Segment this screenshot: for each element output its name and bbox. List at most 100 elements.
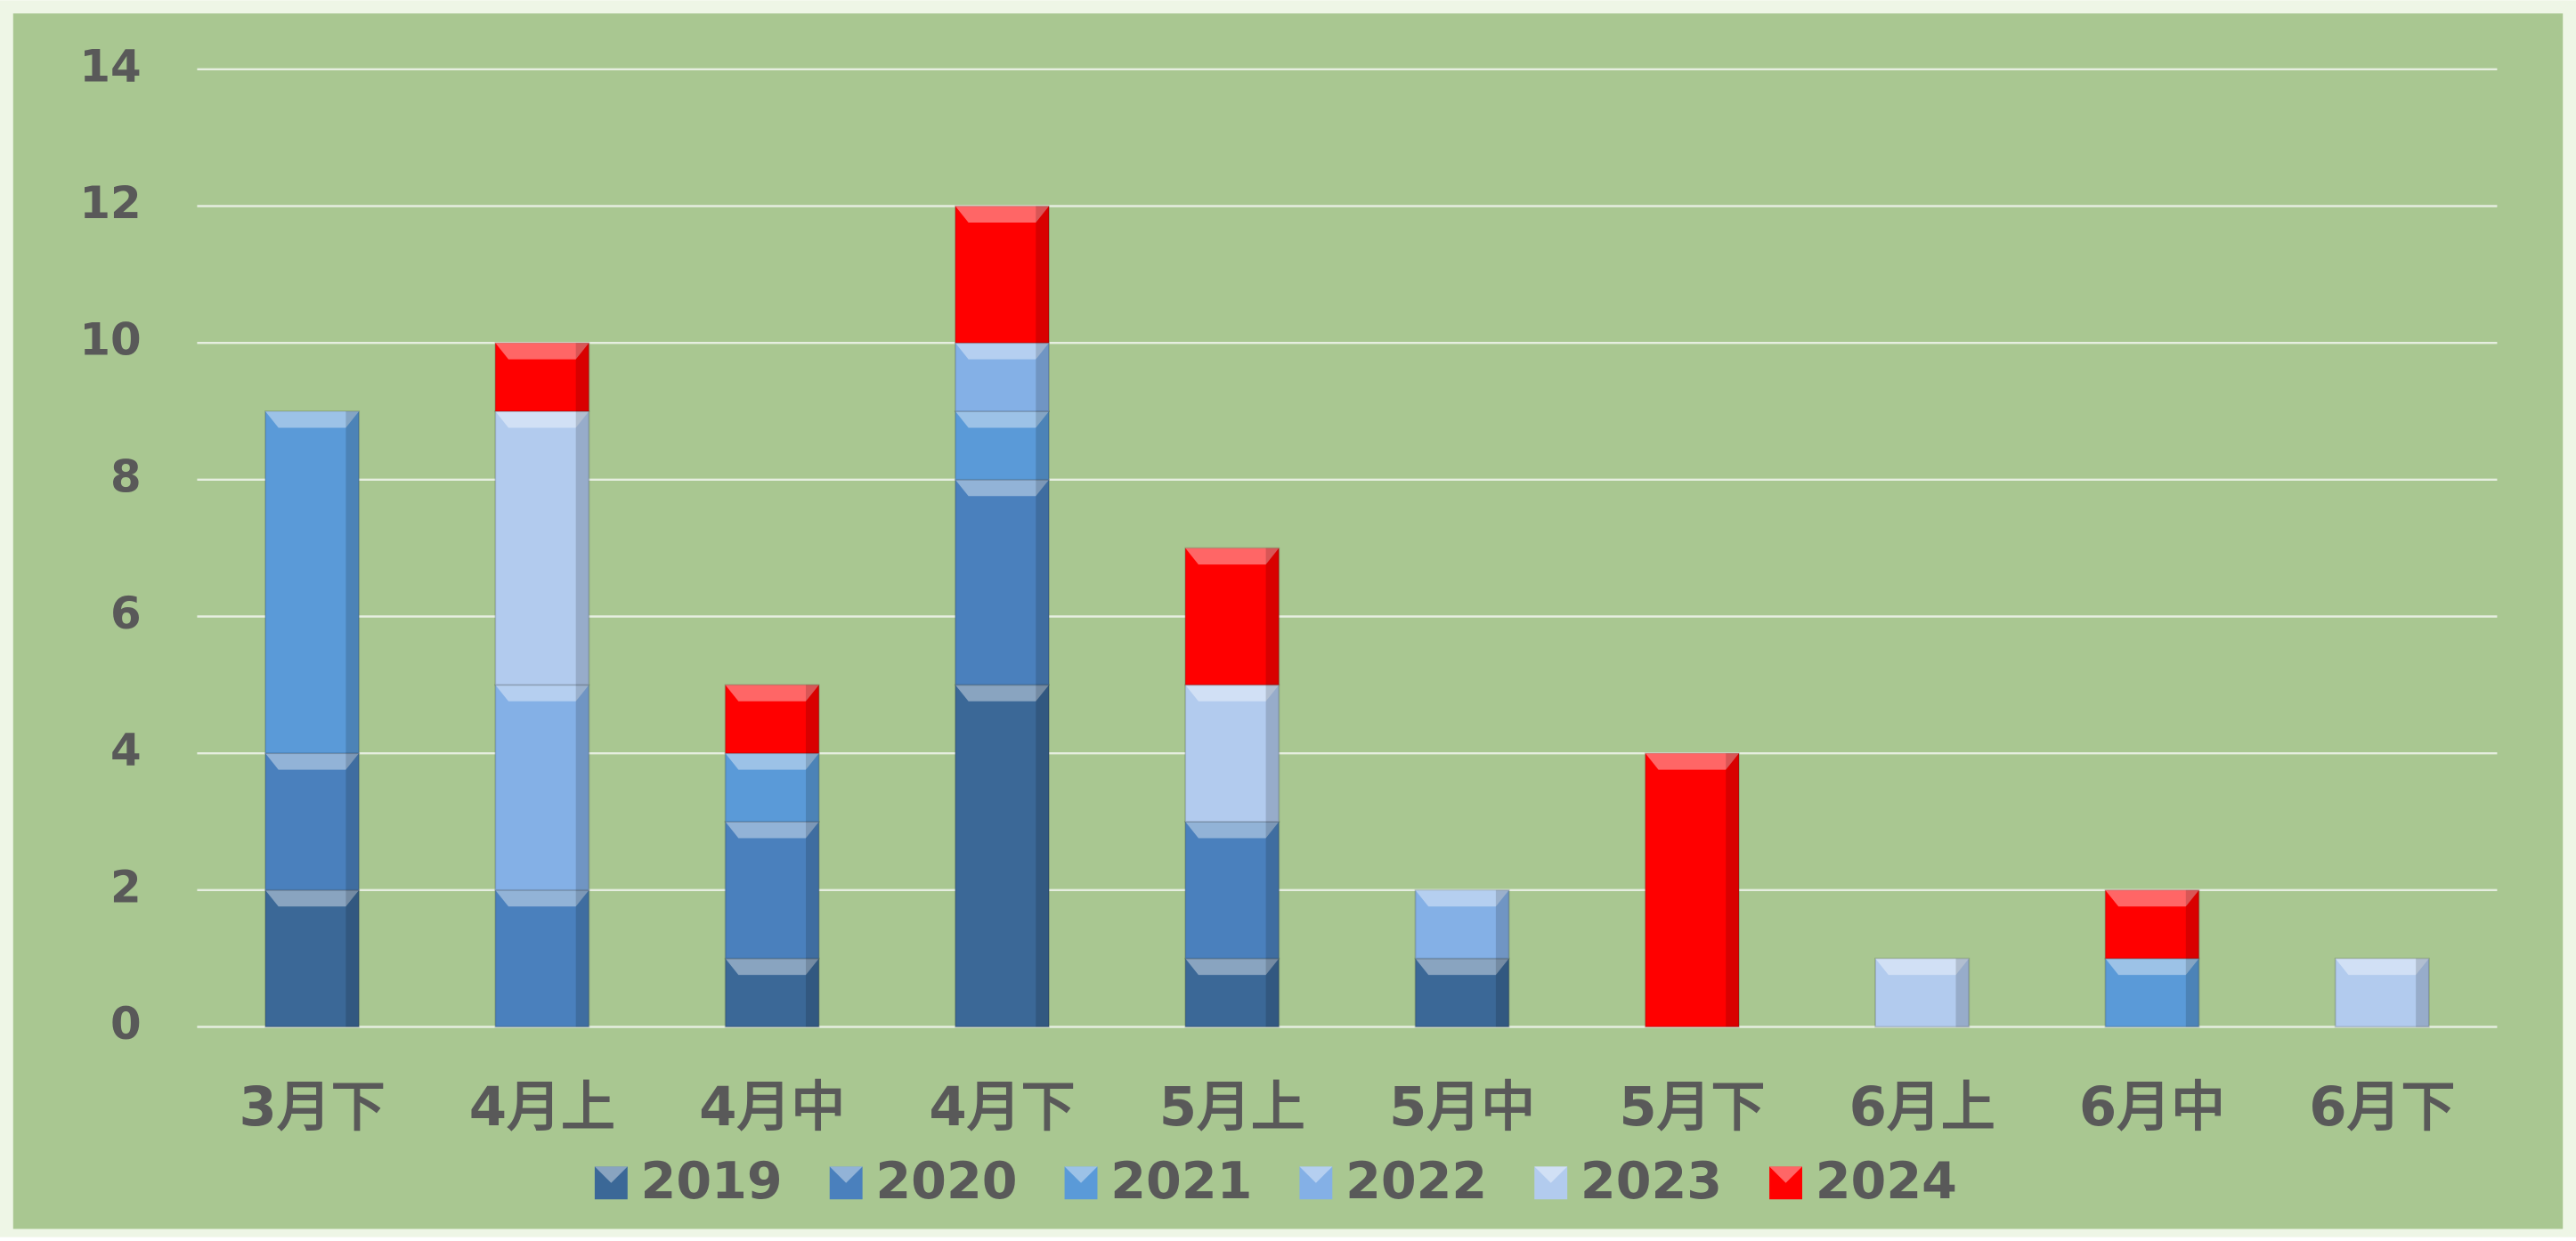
- bevel: [1955, 958, 1970, 1027]
- legend-bevel: [829, 1166, 863, 1183]
- bar-segment: [264, 410, 361, 755]
- y-tick-label: 6: [110, 588, 142, 639]
- bar-segment: [264, 752, 361, 891]
- legend-label: 2019: [641, 1152, 783, 1211]
- bevel: [1265, 548, 1280, 685]
- bevel: [955, 685, 1050, 702]
- bar-segment: [1414, 888, 1510, 960]
- bevel: [1415, 889, 1509, 907]
- bevel: [264, 753, 360, 770]
- bevel: [575, 410, 589, 685]
- bevel: [955, 479, 1050, 497]
- bevel: [345, 753, 360, 890]
- bevel: [955, 343, 1050, 360]
- bevel: [1036, 685, 1050, 1027]
- bevel: [2185, 889, 2199, 959]
- bevel: [1185, 685, 1280, 702]
- bevel: [1265, 958, 1280, 1027]
- legend-bevel: [1534, 1166, 1568, 1183]
- bevel: [1036, 206, 1050, 344]
- legend-bevel: [1064, 1166, 1098, 1183]
- bar-segment: [724, 821, 820, 960]
- bar-segment: [494, 410, 590, 686]
- bevel: [805, 753, 819, 822]
- bar-segment: [954, 205, 1050, 345]
- bevel: [575, 685, 589, 890]
- bevel: [725, 685, 819, 702]
- bar-segment: [494, 684, 590, 891]
- bevel: [1036, 343, 1050, 411]
- bevel: [575, 889, 589, 1027]
- y-tick-label: 2: [110, 861, 142, 912]
- y-tick-label: 8: [110, 450, 142, 502]
- bevel: [495, 889, 589, 907]
- bar-segment: [1184, 821, 1280, 960]
- bevel: [725, 958, 819, 976]
- bevel: [345, 889, 360, 1027]
- bevel: [264, 410, 360, 428]
- bevel: [2105, 958, 2199, 976]
- legend-label: 2024: [1816, 1152, 1957, 1211]
- bar-segment: [2104, 888, 2200, 960]
- bevel: [955, 410, 1050, 428]
- bar-segment: [724, 684, 820, 755]
- bevel: [805, 685, 819, 754]
- bevel: [1265, 685, 1280, 822]
- x-tick-label: 5月下: [1619, 1075, 1765, 1139]
- bevel: [955, 206, 1050, 223]
- bevel: [805, 821, 819, 959]
- bar-segment: [954, 410, 1050, 481]
- legend-label: 2022: [1345, 1152, 1487, 1211]
- bevel: [495, 410, 589, 428]
- legend-bevel: [1299, 1166, 1333, 1183]
- bar-segment: [1874, 957, 1971, 1028]
- bevel: [2335, 958, 2429, 976]
- x-tick-label: 4月下: [929, 1075, 1075, 1139]
- bar-segment: [724, 752, 820, 823]
- bar-segment: [494, 888, 590, 1028]
- bar-segment: [954, 478, 1050, 686]
- bevel: [1415, 958, 1509, 976]
- bevel: [1875, 958, 1970, 976]
- bar-segment: [724, 957, 820, 1028]
- x-tick-label: 4月中: [699, 1075, 845, 1139]
- bevel: [1645, 753, 1739, 770]
- x-tick-label: 3月下: [240, 1075, 386, 1139]
- legend-bevel: [594, 1166, 628, 1183]
- legend-label: 2020: [875, 1152, 1017, 1211]
- legend-swatch: [1769, 1166, 1802, 1200]
- legend-swatch: [594, 1166, 628, 1200]
- bevel: [575, 343, 589, 411]
- x-tick-label: 6月中: [2079, 1075, 2225, 1139]
- bar-segment: [1184, 684, 1280, 823]
- bevel: [1726, 753, 1739, 1027]
- bevel: [495, 685, 589, 702]
- y-tick-label: 10: [79, 314, 141, 366]
- bar-segment: [954, 684, 1050, 1028]
- bevel: [725, 821, 819, 839]
- y-tick-label: 14: [79, 40, 141, 92]
- bar-segment: [494, 342, 590, 412]
- bevel: [1265, 821, 1280, 959]
- bevel: [1185, 821, 1280, 839]
- bar-segment: [1184, 547, 1280, 686]
- bevel: [2416, 958, 2429, 1027]
- legend-label: 2023: [1581, 1152, 1722, 1211]
- legend-swatch: [1534, 1166, 1568, 1200]
- bevel: [1185, 958, 1280, 976]
- bevel: [1495, 958, 1509, 1027]
- x-tick-label: 6月上: [1849, 1075, 1995, 1139]
- bevel: [264, 889, 360, 907]
- bevel: [1036, 410, 1050, 480]
- x-tick-label: 5月上: [1159, 1075, 1305, 1139]
- bevel: [2185, 958, 2199, 1027]
- x-tick-label: 5月中: [1389, 1075, 1535, 1139]
- bevel: [1495, 889, 1509, 959]
- bevel: [1036, 479, 1050, 685]
- bevel: [495, 343, 589, 360]
- bar-segment: [2334, 957, 2430, 1028]
- bevel: [725, 753, 819, 770]
- bar-segment: [264, 888, 361, 1028]
- bevel: [345, 410, 360, 754]
